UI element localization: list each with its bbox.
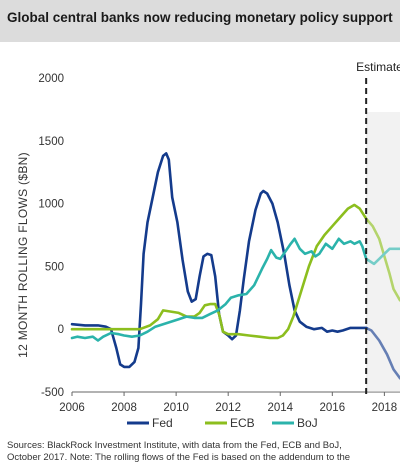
x-tick-label: 2016 <box>320 402 346 414</box>
y-tick-label: 2000 <box>38 73 64 85</box>
sources-note: Sources: BlackRock Investment Institute,… <box>7 440 399 464</box>
series-line-fed <box>70 152 400 380</box>
y-tick-labels: -500 0 500 1000 1500 2000 <box>38 73 64 399</box>
legend: Fed ECB BoJ <box>127 416 318 430</box>
x-tick-label: 2006 <box>59 402 85 414</box>
axes <box>71 391 400 396</box>
series-line-boj <box>70 237 400 342</box>
sources-line-1: Sources: BlackRock Investment Institute,… <box>7 440 342 451</box>
y-tick-label: 0 <box>58 324 64 336</box>
page-title: Global central banks now reducing moneta… <box>7 10 393 25</box>
x-tick-label: 2018 <box>372 402 398 414</box>
x-tick-label: 2014 <box>267 402 293 414</box>
y-tick-label: 500 <box>45 261 64 273</box>
x-tick-labels: 2006 2008 2010 2012 2014 2016 2018 <box>59 402 397 414</box>
y-tick-label: 1500 <box>38 136 64 148</box>
rolling-flows-chart: Estimate 12 MONTH ROLLING FLOWS ($BN) -5… <box>16 60 400 430</box>
sources-line-2: October 2017. Note: The rolling flows of… <box>7 452 351 463</box>
estimate-fade-overlay <box>367 112 400 392</box>
series-line-ecb <box>70 203 400 340</box>
legend-label-fed: Fed <box>152 416 173 430</box>
y-tick-label: 1000 <box>38 199 64 211</box>
legend-label-ecb: ECB <box>230 416 255 430</box>
y-axis-label: 12 MONTH ROLLING FLOWS ($BN) <box>16 152 30 358</box>
x-tick-label: 2008 <box>111 402 137 414</box>
title-bar: Global central banks now reducing moneta… <box>0 0 400 42</box>
estimate-label: Estimate <box>356 60 400 74</box>
legend-label-boj: BoJ <box>297 416 318 430</box>
series-lines <box>70 112 400 392</box>
y-tick-label: -500 <box>41 387 64 399</box>
x-tick-label: 2012 <box>215 402 241 414</box>
x-tick-label: 2010 <box>163 402 189 414</box>
